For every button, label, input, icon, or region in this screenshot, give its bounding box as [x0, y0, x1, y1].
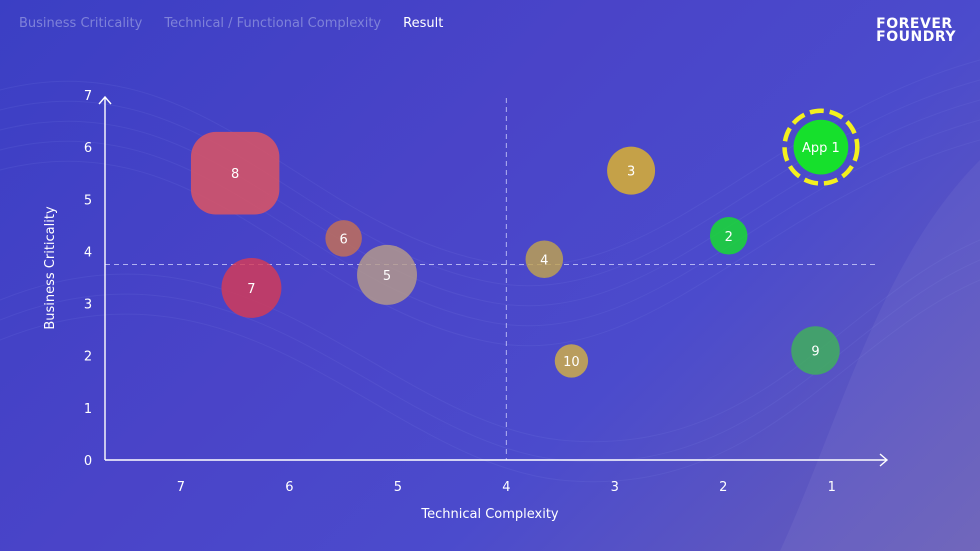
bubble-6[interactable]	[325, 220, 362, 257]
bubble-9[interactable]	[791, 326, 840, 375]
tab-result[interactable]: Result	[403, 16, 444, 31]
y-tick-label: 5	[84, 193, 92, 208]
top-nav: Business Criticality Technical / Functio…	[19, 16, 443, 31]
bubble-label: 8	[231, 167, 239, 182]
bubble-label: 5	[383, 269, 391, 284]
logo-line-2: FOUNDRY	[876, 29, 956, 45]
bubble-8[interactable]	[190, 131, 280, 215]
x-tick-label: 3	[611, 480, 619, 495]
bubble-app-1[interactable]	[793, 119, 849, 175]
y-tick-label: 2	[84, 350, 92, 365]
tab-business-criticality[interactable]: Business Criticality	[19, 16, 143, 31]
bubble-label: 7	[247, 282, 255, 297]
x-tick-label: 1	[828, 480, 836, 495]
x-axis-label: Technical Complexity	[420, 507, 559, 522]
x-tick-label: 5	[394, 480, 402, 495]
x-tick-label: 7	[177, 480, 185, 495]
x-tick-label: 4	[502, 480, 510, 495]
y-tick-label: 0	[84, 454, 92, 469]
bubble-label: 6	[339, 232, 347, 247]
y-tick-label: 6	[84, 141, 92, 156]
x-tick-label: 2	[719, 480, 727, 495]
bubbles: 8 7 6 5 4 10 3 2 App 1 9	[190, 108, 860, 378]
y-tick-label: 3	[84, 298, 92, 313]
axes	[98, 95, 889, 467]
x-tick-label: 6	[285, 480, 293, 495]
bubble-10[interactable]	[554, 344, 589, 378]
y-tick-label: 1	[84, 402, 92, 417]
y-tick-label: 4	[84, 245, 92, 260]
bubble-label: 4	[540, 253, 548, 268]
bubble-label: 10	[563, 355, 580, 370]
y-axis-label: Business Criticality	[43, 206, 58, 330]
bubble-label: 9	[811, 345, 819, 360]
y-axis-arrow	[98, 95, 112, 105]
bubble-5[interactable]	[357, 244, 418, 305]
bubble-4[interactable]	[525, 240, 564, 279]
bubble-label: App 1	[802, 141, 840, 156]
logo-line-1: FOREVER	[876, 16, 953, 32]
bubble-label: 2	[725, 230, 733, 245]
highlight-ring	[782, 108, 860, 186]
bubble-2[interactable]	[709, 217, 748, 255]
x-axis-arrow	[879, 453, 889, 467]
tab-technical-complexity[interactable]: Technical / Functional Complexity	[164, 16, 382, 31]
bubble-3[interactable]	[607, 146, 656, 195]
bubble-label: 3	[627, 165, 635, 180]
y-tick-label: 7	[84, 89, 92, 104]
brand-logo: FOREVER FOUNDRY	[876, 16, 956, 45]
bubble-7[interactable]	[221, 257, 282, 318]
